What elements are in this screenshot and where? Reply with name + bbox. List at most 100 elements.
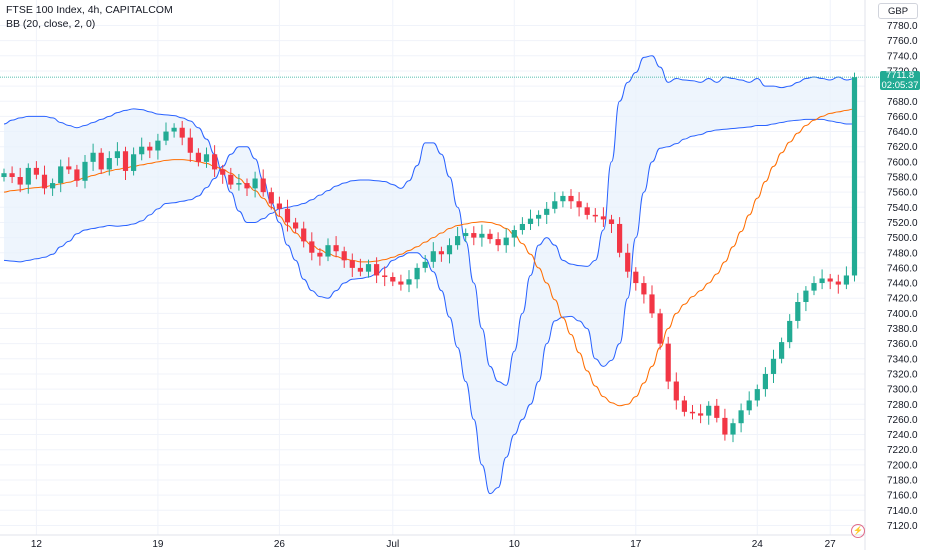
lightning-icon[interactable]: ⚡ [851,524,865,538]
candle-body [552,201,558,209]
candle-body [584,207,590,215]
price-tick-label: 7420.0 [887,294,918,305]
candle-body [317,252,323,257]
candle-body [446,245,453,255]
price-tick-label: 7300.0 [887,385,918,396]
candle-body [843,275,849,285]
price-tick-label: 7320.0 [887,369,918,380]
price-tick-label: 7520.0 [887,218,918,229]
candle-body [738,410,744,424]
candle-body [365,264,372,272]
candle-body [754,389,760,401]
price-tick-label: 7440.0 [887,279,918,290]
candle-body [58,166,64,184]
candle-body [689,411,696,414]
candle-body [33,167,39,175]
time-tick-label: 19 [152,539,164,550]
candle-body [803,290,809,302]
price-tick-label: 7240.0 [887,430,918,441]
candle-body [819,278,825,284]
candle-body [106,158,112,170]
candle-body [430,251,436,262]
candle-body [179,127,185,138]
price-tick-label: 7220.0 [887,445,918,456]
candle-body [463,233,469,237]
candle-body [438,251,444,255]
candle-body [41,174,48,189]
candle-body [519,223,525,231]
time-tick-label: 12 [31,539,43,550]
candle-body [487,233,493,240]
candle-body [471,233,477,238]
candle-body [503,237,509,246]
price-tick-label: 7640.0 [887,127,918,138]
price-tick-label: 7660.0 [887,112,918,123]
candle-body [414,267,420,280]
candle-body [730,423,736,435]
price-tick-label: 7680.0 [887,97,918,108]
candle-body [309,241,315,253]
candle-body [187,137,193,153]
price-tick-label: 7200.0 [887,460,918,471]
candle-body [762,373,768,390]
candle-body [681,400,687,412]
candle-body [827,278,833,282]
price-tick-label: 7460.0 [887,263,918,274]
time-tick-label: 27 [825,539,837,550]
time-tick-label: Jul [386,539,399,550]
candle-body [98,152,104,170]
candle-body [698,413,704,416]
candle-body [212,154,218,170]
price-tick-label: 7620.0 [887,142,918,153]
candle-body [608,219,615,224]
candle-body [633,271,639,284]
candle-body [260,178,266,193]
price-tick-label: 7740.0 [887,51,918,62]
time-axis[interactable]: 12 19 26 Jul 10 17 24 27 [31,539,836,550]
candle-body [617,223,623,253]
candle-body [74,169,80,181]
candle-body [122,151,129,171]
candle-body [536,214,542,219]
candle-body [9,173,15,177]
price-axis[interactable]: 7120.0 7140.0 7160.0 7180.0 7200.0 7220.0 7240… [887,21,918,532]
candle-body [576,201,582,208]
price-tick-label: 7360.0 [887,339,918,350]
indicator-legend[interactable]: BB (20, close, 2, 0) [6,18,96,30]
candle-body [455,236,461,246]
candle-body [155,140,161,151]
candle-body [851,77,858,276]
last-price-value: 7711.8 [885,70,915,81]
candle-body [746,400,752,411]
candle-body [374,264,380,276]
candle-body [544,208,550,215]
candle-body [163,131,169,141]
candle-body [333,245,339,252]
candle-body [835,281,841,285]
candle-body [649,294,655,314]
candle-body [1,173,7,177]
candle-body [641,283,647,295]
price-tick-label: 7540.0 [887,203,918,214]
price-tick-label: 7600.0 [887,157,918,168]
price-tick-label: 7560.0 [887,188,918,199]
candle-body [398,281,404,285]
candle-body [527,218,534,224]
candle-body [131,154,137,171]
candle-body [139,146,145,155]
candle-body [66,166,72,170]
price-tick-label: 7380.0 [887,324,918,335]
price-tick-label: 7500.0 [887,233,918,244]
candle-body [422,261,428,268]
candle-body [325,245,331,257]
time-tick-label: 17 [630,539,642,550]
candle-body [673,381,679,401]
price-tick-label: 7760.0 [887,36,918,47]
candle-body [114,151,120,159]
candle-body [276,203,282,209]
price-tick-label: 7580.0 [887,173,918,184]
currency-badge[interactable]: GBP [878,3,918,19]
candle-body [382,275,388,277]
price-tick-label: 7780.0 [887,21,918,32]
